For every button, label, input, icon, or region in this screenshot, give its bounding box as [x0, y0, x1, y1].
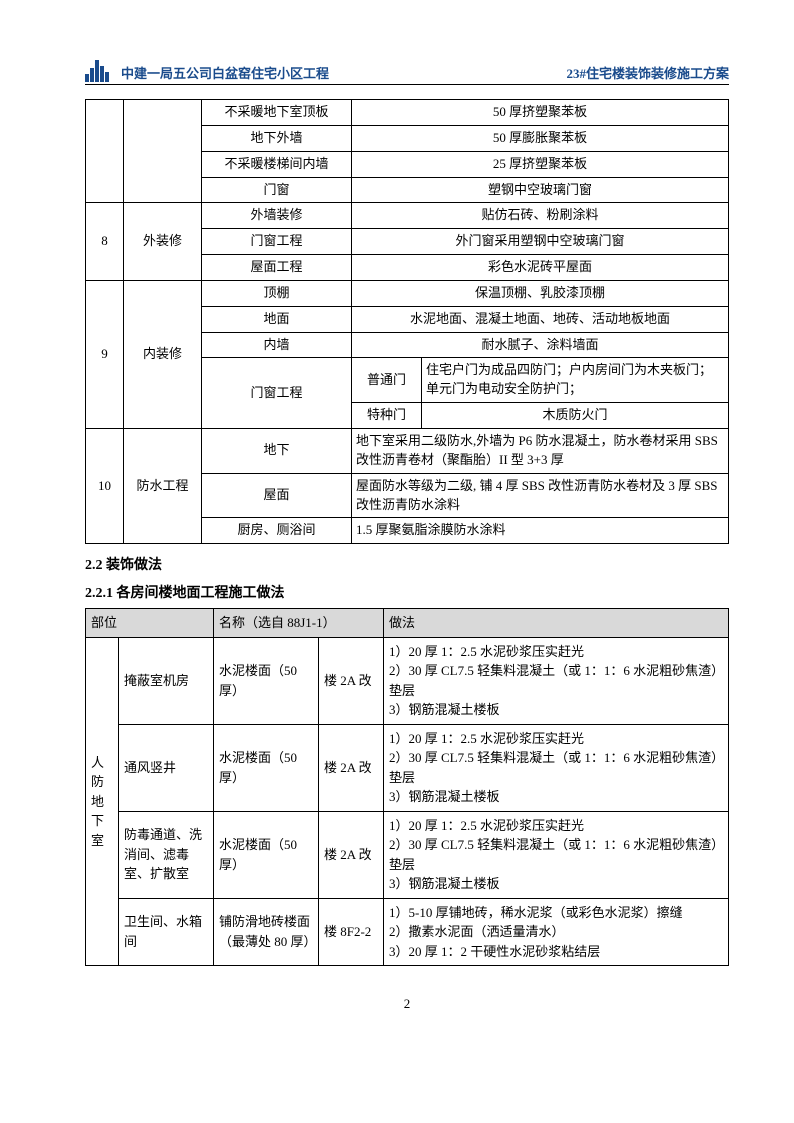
- header-left: 中建一局五公司白盆窑住宅小区工程: [121, 63, 566, 82]
- table-row: 防毒通道、洗消间、滤毒室、扩散室 水泥楼面（50 厚） 楼 2A 改 1）20 …: [86, 811, 729, 898]
- table-row: 通风竖井 水泥楼面（50 厚） 楼 2A 改 1）20 厚 1：2.5 水泥砂浆…: [86, 724, 729, 811]
- page-header: 中建一局五公司白盆窑住宅小区工程 23#住宅楼装饰装修施工方案: [85, 60, 729, 85]
- table-row: 9 内装修 顶棚 保温顶棚、乳胶漆顶棚: [86, 280, 729, 306]
- table-header-row: 部位 名称（选自 88J1-1） 做法: [86, 609, 729, 638]
- table-row: 卫生间、水箱间 铺防滑地砖楼面（最薄处 80 厚） 楼 8F2-2 1）5-10…: [86, 898, 729, 966]
- table-row: 8 外装修 外墙装修 贴仿石砖、粉刷涂料: [86, 203, 729, 229]
- table-row: 不采暖地下室顶板 50 厚挤塑聚苯板: [86, 100, 729, 126]
- logo-icon: [85, 60, 119, 82]
- section-2-2-1: 2.2.1 各房间楼地面工程施工做法: [85, 582, 729, 602]
- table-row: 人防地下室 掩蔽室机房 水泥楼面（50 厚） 楼 2A 改 1）20 厚 1：2…: [86, 637, 729, 724]
- floor-method-table: 部位 名称（选自 88J1-1） 做法 人防地下室 掩蔽室机房 水泥楼面（50 …: [85, 608, 729, 966]
- section-2-2: 2.2 装饰做法: [85, 554, 729, 574]
- table-row: 10 防水工程 地下 地下室采用二级防水,外墙为 P6 防水混凝土，防水卷材采用…: [86, 428, 729, 473]
- group-label: 人防地下室: [86, 637, 119, 966]
- page-number: 2: [85, 996, 729, 1012]
- header-right: 23#住宅楼装饰装修施工方案: [566, 63, 729, 82]
- spec-table: 不采暖地下室顶板 50 厚挤塑聚苯板 地下外墙 50 厚膨胀聚苯板 不采暖楼梯间…: [85, 99, 729, 544]
